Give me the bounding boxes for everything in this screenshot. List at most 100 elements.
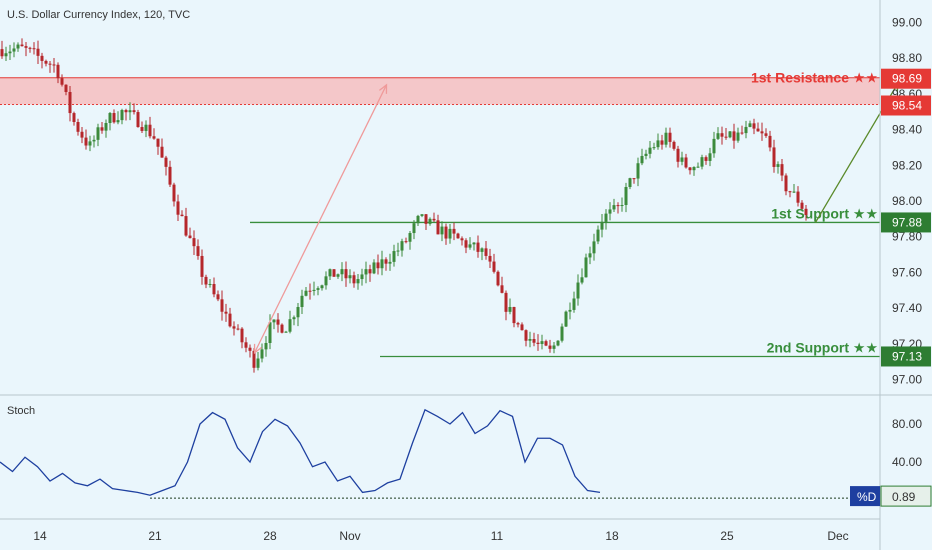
candle-body: [712, 138, 716, 154]
time-tick-5: 18: [605, 529, 619, 543]
candle-body: [80, 131, 84, 138]
candle-body: [500, 285, 504, 293]
stoch-line: [0, 408, 601, 496]
candle-body: [220, 299, 224, 312]
candle-body: [572, 298, 576, 310]
candle-body: [588, 253, 592, 258]
support-1-tag-box: [881, 212, 931, 233]
candle-body: [208, 284, 212, 286]
candle-body: [772, 147, 776, 167]
candle-body: [216, 294, 220, 300]
stoch-tick-0: 80.00: [892, 417, 922, 431]
candle-body: [60, 78, 64, 85]
candle-body: [364, 269, 368, 275]
candle-body: [340, 269, 344, 275]
candle-body: [128, 110, 132, 113]
candle-body: [620, 205, 624, 207]
price-tick-0: 99.00: [892, 15, 922, 29]
candle-body: [464, 240, 468, 248]
candle-body: [20, 44, 24, 47]
candle-body: [300, 295, 304, 308]
candle-body: [200, 255, 204, 277]
stoch-pane: [0, 408, 880, 499]
candle-body: [668, 132, 672, 142]
candle-body: [440, 226, 444, 235]
candle-body: [268, 322, 272, 343]
time-tick-6: 25: [720, 529, 734, 543]
candle-body: [152, 136, 156, 139]
candle-body: [12, 48, 16, 52]
candle-body: [804, 208, 808, 215]
candle-body: [204, 276, 208, 285]
candle-body: [460, 238, 464, 241]
candle-body: [24, 46, 28, 48]
candle-body: [68, 91, 72, 114]
candle-body: [480, 248, 484, 252]
candle-body: [136, 112, 140, 128]
candle-body: [316, 288, 320, 290]
candle-body: [452, 228, 456, 234]
candle-body: [512, 306, 516, 324]
candle-body: [272, 319, 276, 323]
stoch-value-text: 0.89: [892, 490, 916, 504]
candle-body: [380, 259, 384, 269]
candle-body: [144, 124, 148, 131]
price-tick-1: 98.80: [892, 51, 922, 65]
price-pane: 1st Resistance ★★ 1st Support ★★ 2nd Suppo…: [0, 38, 899, 373]
candle-body: [116, 120, 120, 123]
candle-body: [568, 309, 572, 312]
candle-body: [548, 345, 552, 349]
candle-body: [100, 127, 104, 131]
candle-body: [312, 289, 316, 291]
time-tick-3: Nov: [339, 529, 360, 543]
candle-body: [368, 269, 372, 274]
candle-body: [800, 202, 804, 209]
candle-body: [88, 141, 92, 146]
candle-body: [424, 214, 428, 224]
candle-body: [516, 323, 520, 325]
candle-body: [376, 262, 380, 269]
candle-body: [652, 147, 656, 149]
candle-body: [476, 242, 480, 252]
price-tick-8: 97.40: [892, 301, 922, 315]
candle-body: [224, 311, 228, 314]
candle-body: [456, 233, 460, 239]
candle-body: [40, 55, 44, 61]
candle-body: [212, 284, 216, 295]
candle-body: [720, 133, 724, 137]
candle-body: [632, 178, 636, 180]
candle-body: [724, 136, 728, 138]
candle-body: [292, 317, 296, 320]
candle-body: [600, 221, 604, 230]
candle-body: [556, 340, 560, 346]
candle-body: [444, 226, 448, 239]
candle-body: [112, 113, 116, 123]
candle-body: [792, 191, 796, 193]
candle-body: [768, 135, 772, 148]
candle-body: [408, 233, 412, 242]
candle-body: [784, 175, 788, 192]
candle-body: [232, 326, 236, 329]
candle-body: [612, 205, 616, 210]
candle-body: [352, 275, 356, 284]
candle-body: [492, 261, 496, 272]
candle-body: [260, 349, 264, 359]
candle-body: [680, 157, 684, 162]
candle-body: [280, 324, 284, 333]
candle-body: [360, 274, 364, 280]
candle-body: [544, 341, 548, 346]
candle-body: [676, 148, 680, 162]
candle-body: [120, 110, 124, 121]
candle-body: [332, 269, 336, 277]
time-tick-7: Dec: [827, 529, 848, 543]
candle-body: [504, 292, 508, 312]
candle-body: [436, 220, 440, 235]
candle-body: [412, 223, 416, 234]
level-label-1: 1st Support ★★: [771, 205, 878, 221]
candle-body: [656, 140, 660, 148]
candle-body: [736, 132, 740, 141]
candle-body: [348, 275, 352, 279]
candle-body: [524, 330, 528, 341]
candle-body: [616, 205, 620, 207]
